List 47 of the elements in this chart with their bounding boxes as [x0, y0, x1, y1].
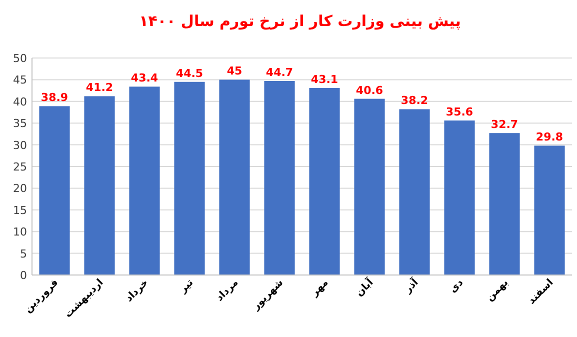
- y-tick-label: 45: [13, 74, 27, 87]
- data-label: 29.8: [536, 130, 564, 144]
- data-label: 43.4: [130, 72, 158, 85]
- data-label: 44.7: [266, 66, 294, 79]
- y-tick-label: 25: [13, 160, 27, 174]
- y-tick-label: 30: [13, 138, 27, 152]
- data-label: 45: [226, 64, 242, 78]
- y-tick-label: 50: [13, 52, 27, 65]
- bar: [264, 81, 295, 275]
- data-label: 38.2: [400, 94, 428, 108]
- bar: [174, 82, 205, 275]
- x-tick-label: اردیبهشت: [62, 277, 106, 320]
- bar: [444, 120, 475, 275]
- x-tick-label: آذر: [400, 276, 422, 296]
- bar: [354, 98, 385, 275]
- data-label: 43.1: [310, 72, 338, 86]
- bar: [489, 133, 520, 275]
- x-tick-label: دی: [448, 277, 466, 296]
- bar: [219, 80, 250, 275]
- x-tick-label: مرداد: [214, 277, 241, 304]
- y-tick-label: 10: [13, 226, 27, 239]
- bar: [39, 106, 70, 275]
- x-tick-label: بهمن: [484, 277, 511, 304]
- x-tick-label: شهریور: [250, 277, 286, 314]
- y-tick-label: 0: [20, 269, 27, 282]
- data-label: 32.7: [490, 118, 518, 132]
- data-label: 44.5: [176, 66, 204, 80]
- bar: [84, 96, 115, 275]
- data-label: 38.9: [40, 91, 68, 104]
- x-tick-label: خرداد: [124, 277, 151, 304]
- bar: [309, 88, 340, 275]
- x-tick-label: اسفند: [526, 277, 556, 307]
- chart-title: پیش بینی وزارت کار از نرخ تورم سال ۱۴۰۰: [139, 12, 461, 30]
- x-tick-label: آبان: [352, 276, 376, 299]
- y-tick-label: 15: [13, 204, 27, 217]
- x-tick-label: مهر: [308, 277, 331, 300]
- x-tick-label: تیر: [177, 277, 196, 296]
- y-tick-label: 40: [13, 95, 27, 108]
- data-label: 35.6: [446, 105, 474, 118]
- y-tick-label: 20: [13, 182, 27, 196]
- bar: [399, 109, 430, 275]
- data-label: 40.6: [356, 84, 384, 97]
- y-tick-label: 35: [13, 117, 27, 130]
- bar: [129, 86, 160, 275]
- bar: [534, 146, 565, 275]
- data-label: 41.2: [86, 81, 114, 94]
- y-tick-label: 5: [20, 247, 27, 260]
